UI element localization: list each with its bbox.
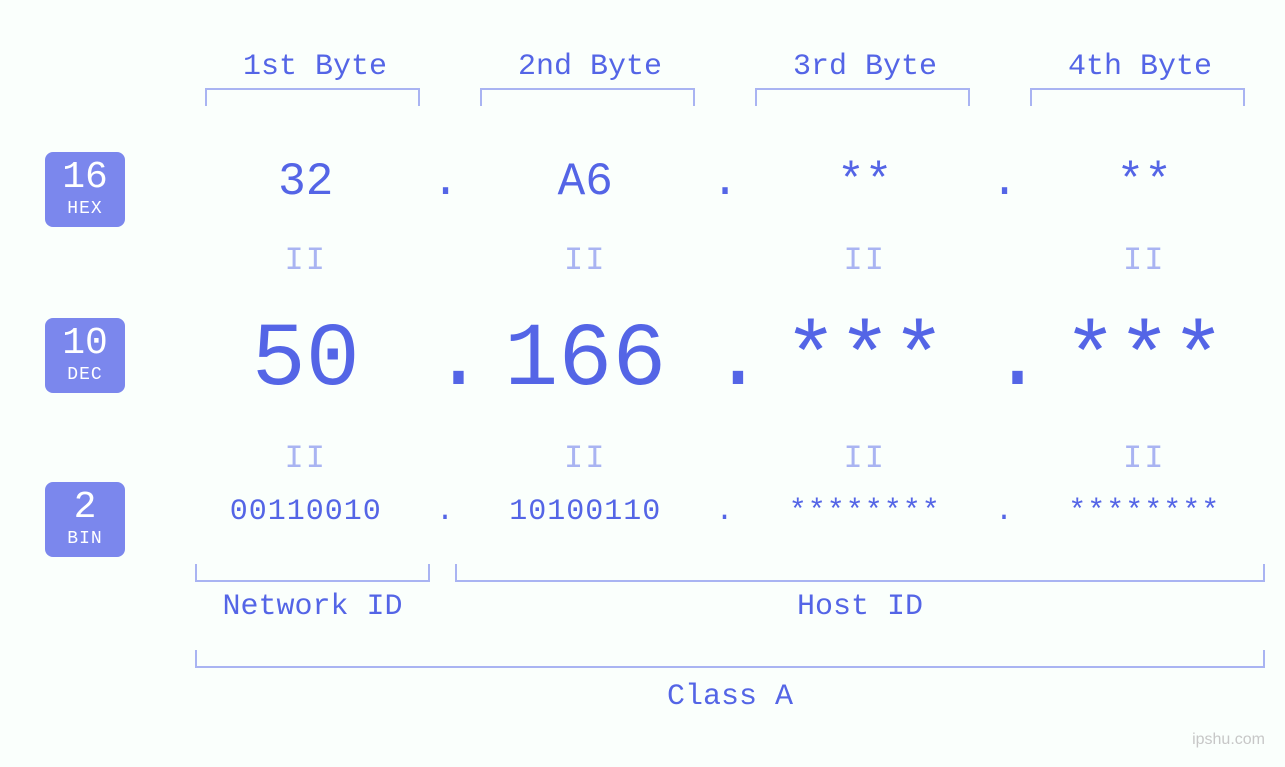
- separator-dot: .: [711, 495, 739, 529]
- top-bracket-2: [480, 88, 695, 106]
- separator-dot: .: [991, 156, 1019, 208]
- top-bracket-4: [1030, 88, 1245, 106]
- byte-header-1: 1st Byte: [175, 50, 455, 84]
- dec-row: 50 . 166 . *** . ***: [180, 310, 1270, 412]
- separator-dot: .: [991, 495, 1019, 529]
- equals-glyph: II: [739, 242, 991, 279]
- bin-row: 00110010 . 10100110 . ******** . *******…: [180, 495, 1270, 529]
- separator-dot: .: [711, 156, 739, 208]
- base-label: BIN: [45, 530, 125, 549]
- separator-dot: .: [711, 310, 739, 412]
- host-id-bracket: [455, 564, 1265, 582]
- dec-byte-4: ***: [1019, 310, 1271, 412]
- equals-glyph: II: [460, 242, 712, 279]
- equals-row-1: II II II II: [180, 242, 1270, 279]
- base-badge-bin: 2 BIN: [45, 482, 125, 557]
- class-bracket: [195, 650, 1265, 668]
- hex-byte-3: **: [739, 156, 991, 208]
- top-bracket-1: [205, 88, 420, 106]
- base-label: DEC: [45, 366, 125, 385]
- byte-header-2: 2nd Byte: [450, 50, 730, 84]
- equals-row-2: II II II II: [180, 440, 1270, 477]
- equals-glyph: II: [1019, 440, 1271, 477]
- network-id-label: Network ID: [195, 590, 430, 624]
- base-number: 16: [45, 158, 125, 198]
- separator-dot: .: [991, 310, 1019, 412]
- hex-byte-4: **: [1019, 156, 1271, 208]
- host-id-label: Host ID: [455, 590, 1265, 624]
- dec-byte-3: ***: [739, 310, 991, 412]
- base-number: 2: [45, 488, 125, 528]
- separator-dot: .: [432, 310, 460, 412]
- bin-byte-2: 10100110: [460, 495, 712, 529]
- dec-byte-1: 50: [180, 310, 432, 412]
- separator-dot: .: [432, 495, 460, 529]
- equals-glyph: II: [1019, 242, 1271, 279]
- byte-header-3: 3rd Byte: [725, 50, 1005, 84]
- equals-glyph: II: [180, 440, 432, 477]
- equals-glyph: II: [739, 440, 991, 477]
- base-badge-hex: 16 HEX: [45, 152, 125, 227]
- watermark: ipshu.com: [1192, 731, 1265, 749]
- ip-byte-diagram: 1st Byte 2nd Byte 3rd Byte 4th Byte 16 H…: [0, 0, 1285, 767]
- class-label: Class A: [195, 680, 1265, 714]
- separator-dot: .: [432, 156, 460, 208]
- bin-byte-4: ********: [1019, 495, 1271, 529]
- bin-byte-3: ********: [739, 495, 991, 529]
- hex-byte-2: A6: [460, 156, 712, 208]
- hex-byte-1: 32: [180, 156, 432, 208]
- equals-glyph: II: [460, 440, 712, 477]
- network-id-bracket: [195, 564, 430, 582]
- base-badge-dec: 10 DEC: [45, 318, 125, 393]
- base-label: HEX: [45, 200, 125, 219]
- base-number: 10: [45, 324, 125, 364]
- equals-glyph: II: [180, 242, 432, 279]
- bin-byte-1: 00110010: [180, 495, 432, 529]
- byte-header-4: 4th Byte: [1000, 50, 1280, 84]
- hex-row: 32 . A6 . ** . **: [180, 156, 1270, 208]
- top-bracket-3: [755, 88, 970, 106]
- dec-byte-2: 166: [460, 310, 712, 412]
